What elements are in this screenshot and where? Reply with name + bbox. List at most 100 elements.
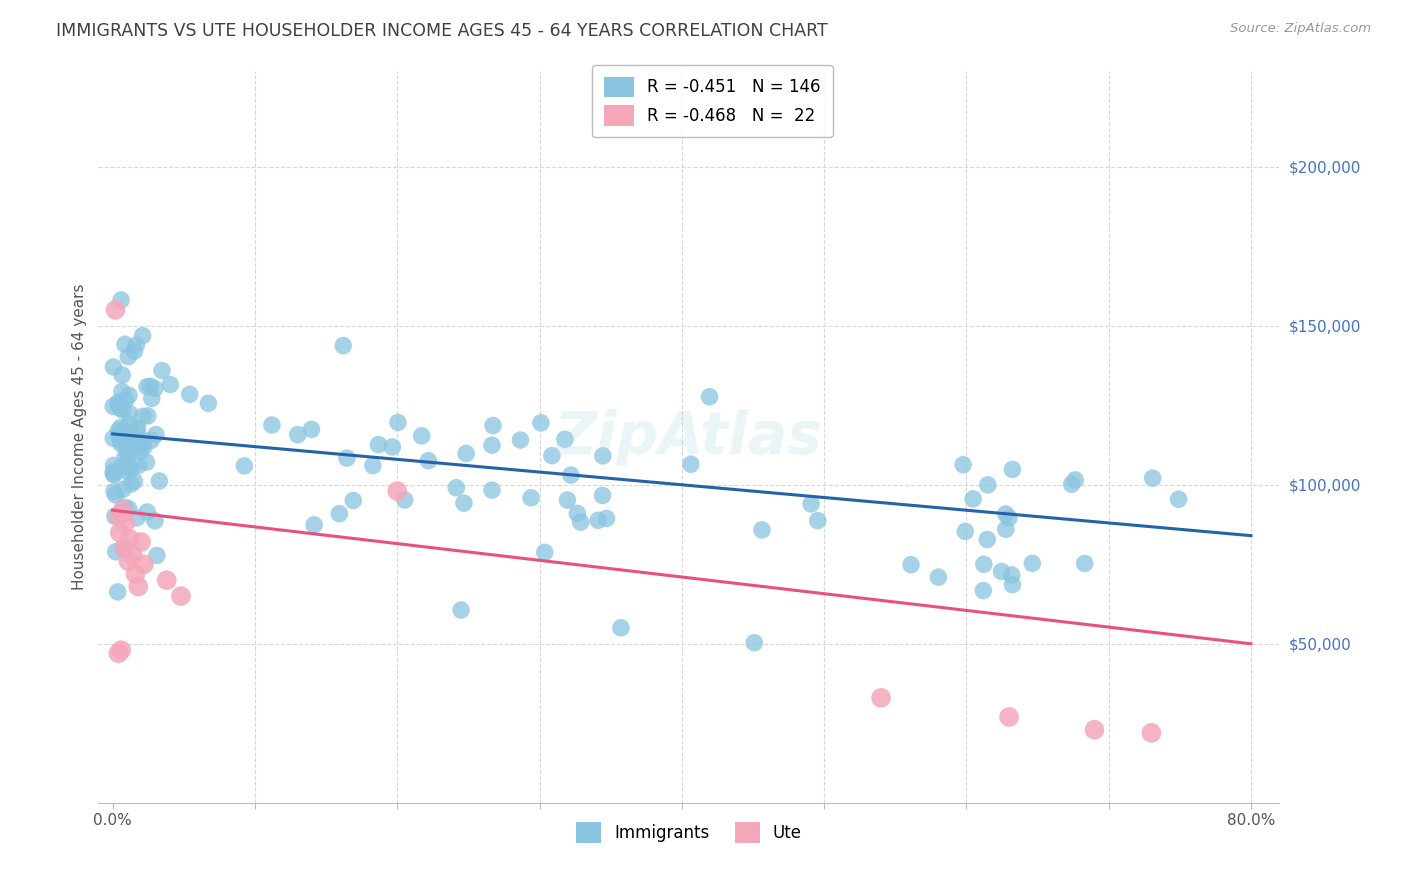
- Point: [114, 337, 136, 351]
- Point: [998, 511, 1021, 525]
- Point: [197, 396, 219, 410]
- Point: [328, 507, 350, 521]
- Point: [610, 621, 633, 635]
- Point: [107, 509, 129, 524]
- Point: [124, 566, 146, 581]
- Point: [1001, 568, 1024, 582]
- Point: [299, 422, 322, 436]
- Point: [972, 583, 994, 598]
- Point: [107, 395, 129, 409]
- Point: [387, 484, 409, 499]
- Point: [110, 643, 132, 657]
- Point: [103, 467, 125, 482]
- Point: [994, 507, 1017, 521]
- Point: [111, 368, 134, 382]
- Point: [112, 541, 135, 556]
- Point: [962, 491, 984, 506]
- Point: [870, 690, 893, 705]
- Point: [103, 484, 125, 499]
- Point: [111, 402, 134, 417]
- Point: [900, 558, 922, 572]
- Point: [115, 464, 138, 478]
- Point: [103, 465, 125, 479]
- Point: [332, 338, 354, 352]
- Point: [1142, 471, 1164, 485]
- Point: [110, 293, 132, 307]
- Point: [120, 462, 142, 476]
- Point: [118, 417, 141, 431]
- Point: [751, 523, 773, 537]
- Point: [998, 710, 1021, 724]
- Point: [108, 401, 131, 415]
- Point: [118, 532, 141, 546]
- Point: [541, 449, 564, 463]
- Point: [1021, 557, 1043, 571]
- Point: [560, 468, 582, 483]
- Point: [381, 440, 404, 454]
- Point: [1167, 492, 1189, 507]
- Point: [1060, 477, 1083, 491]
- Point: [1140, 726, 1163, 740]
- Point: [114, 424, 136, 438]
- Point: [110, 436, 132, 450]
- Point: [107, 428, 129, 442]
- Point: [117, 554, 139, 568]
- Point: [482, 418, 505, 433]
- Point: [124, 344, 146, 359]
- Point: [302, 517, 325, 532]
- Point: [800, 497, 823, 511]
- Point: [127, 580, 149, 594]
- Point: [146, 549, 169, 563]
- Point: [260, 417, 283, 432]
- Point: [127, 440, 149, 454]
- Point: [557, 493, 579, 508]
- Point: [114, 393, 136, 408]
- Point: [143, 514, 166, 528]
- Point: [107, 646, 129, 660]
- Point: [128, 458, 150, 473]
- Point: [159, 377, 181, 392]
- Point: [595, 511, 617, 525]
- Point: [112, 506, 135, 520]
- Point: [450, 603, 472, 617]
- Point: [114, 435, 136, 450]
- Point: [952, 458, 974, 472]
- Point: [124, 475, 146, 489]
- Point: [139, 434, 162, 448]
- Point: [132, 434, 155, 448]
- Point: [411, 429, 433, 443]
- Text: IMMIGRANTS VS UTE HOUSEHOLDER INCOME AGES 45 - 64 YEARS CORRELATION CHART: IMMIGRANTS VS UTE HOUSEHOLDER INCOME AGE…: [56, 22, 828, 40]
- Point: [120, 430, 142, 444]
- Point: [336, 451, 359, 466]
- Point: [1001, 462, 1024, 476]
- Point: [1064, 473, 1087, 487]
- Point: [112, 541, 135, 555]
- Point: [679, 457, 702, 471]
- Y-axis label: Householder Income Ages 45 - 64 years: Householder Income Ages 45 - 64 years: [72, 284, 87, 591]
- Point: [115, 444, 138, 458]
- Point: [131, 436, 153, 450]
- Point: [125, 338, 148, 352]
- Point: [103, 467, 125, 482]
- Point: [107, 398, 129, 412]
- Point: [387, 416, 409, 430]
- Point: [1073, 557, 1095, 571]
- Point: [136, 505, 159, 519]
- Point: [104, 488, 127, 502]
- Point: [132, 409, 155, 424]
- Point: [114, 450, 136, 464]
- Point: [117, 447, 139, 461]
- Point: [141, 392, 163, 406]
- Point: [118, 388, 141, 402]
- Point: [481, 438, 503, 452]
- Point: [530, 416, 553, 430]
- Point: [107, 585, 129, 599]
- Point: [125, 511, 148, 525]
- Point: [554, 432, 576, 446]
- Point: [361, 458, 384, 473]
- Point: [156, 573, 179, 587]
- Point: [977, 478, 1000, 492]
- Point: [110, 461, 132, 475]
- Point: [1001, 577, 1024, 591]
- Point: [592, 449, 614, 463]
